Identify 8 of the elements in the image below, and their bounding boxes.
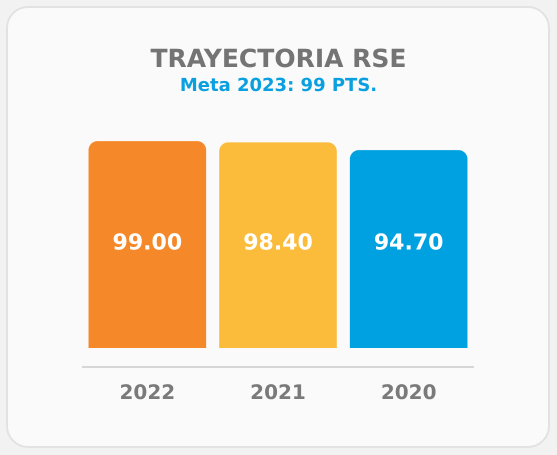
x-tick-label: 2021 [250,380,306,404]
chart-title: TRAYECTORIA RSE [149,44,408,73]
x-tick-label: 2020 [380,380,437,404]
x-tick-label: 2022 [119,380,176,404]
chart-subtitle: Meta 2023: 99 PTS. [178,75,378,96]
data-label: 98.40 [243,230,313,256]
data-label: 94.70 [374,230,444,256]
data-label: 99.00 [112,230,182,256]
